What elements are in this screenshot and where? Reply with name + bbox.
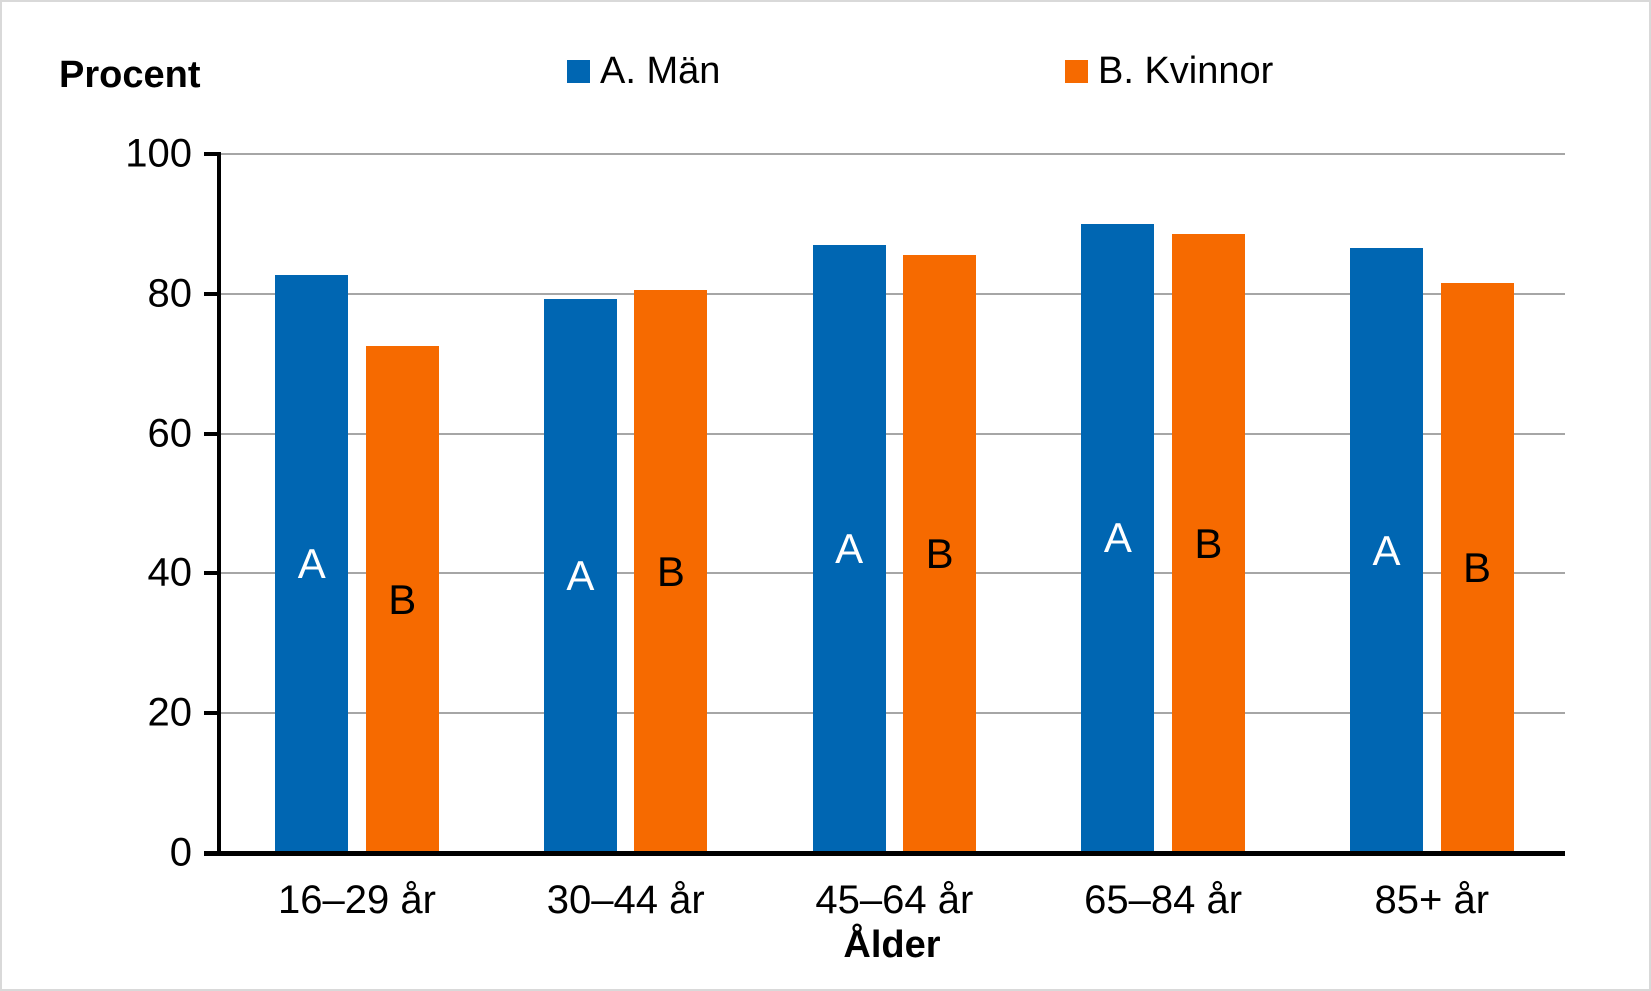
bar-women: B: [634, 290, 708, 853]
y-tick-mark: [204, 571, 217, 576]
bar-men: A: [543, 298, 617, 853]
bar-women: B: [903, 255, 977, 853]
legend-swatch-women-icon: [1065, 60, 1088, 83]
legend-label-men: A. Män: [600, 50, 721, 92]
y-tick-mark: [204, 851, 217, 855]
gridline: [219, 572, 1565, 575]
x-category-label: 65–84 år: [1084, 878, 1243, 922]
bar-men: A: [1350, 248, 1424, 853]
y-axis-title: Procent: [59, 54, 201, 96]
x-category-label: 30–44 år: [546, 878, 705, 922]
bar-label: B: [1463, 544, 1492, 592]
y-tick-label: 40: [147, 550, 193, 595]
legend-label-women: B. Kvinnor: [1098, 50, 1274, 92]
legend-item-men: A. Män: [567, 50, 720, 93]
legend-swatch-men-icon: [567, 60, 590, 83]
x-axis-line: [204, 851, 1565, 856]
bar-label: A: [1103, 514, 1132, 562]
y-tick-mark: [204, 152, 217, 156]
y-tick-label: 0: [169, 830, 192, 875]
bar-men: A: [812, 244, 886, 853]
bar-label: B: [1194, 519, 1223, 567]
x-category-label: 45–64 år: [815, 878, 974, 922]
bar-men: A: [1081, 223, 1155, 853]
bar-women: B: [1440, 283, 1514, 853]
gridline: [219, 432, 1565, 435]
gridline: [219, 153, 1565, 155]
bar-label: B: [656, 547, 685, 595]
x-category-label: 16–29 år: [278, 878, 436, 922]
y-tick-label: 80: [147, 271, 193, 316]
gridline: [219, 712, 1565, 715]
x-category-label: 85+ år: [1374, 878, 1490, 922]
legend-item-women: B. Kvinnor: [1065, 50, 1273, 93]
bar-label: A: [1372, 526, 1401, 574]
bar-label: A: [835, 524, 864, 572]
y-tick-mark: [204, 711, 217, 716]
bar-label: B: [925, 530, 954, 578]
bar-label: B: [388, 575, 417, 623]
y-tick-label: 100: [125, 131, 192, 176]
y-tick-mark: [204, 431, 217, 436]
x-axis-title: Ålder: [843, 924, 941, 966]
bar-label: A: [566, 551, 595, 599]
gridline: [219, 292, 1565, 295]
bar-women: B: [1171, 234, 1245, 853]
y-tick-label: 60: [147, 411, 193, 456]
y-tick-mark: [204, 291, 217, 296]
y-tick-label: 20: [147, 690, 193, 735]
bar-men: A: [275, 274, 349, 853]
bar-label: A: [297, 539, 326, 587]
y-axis-line: [217, 152, 221, 853]
bar-women: B: [365, 346, 439, 853]
